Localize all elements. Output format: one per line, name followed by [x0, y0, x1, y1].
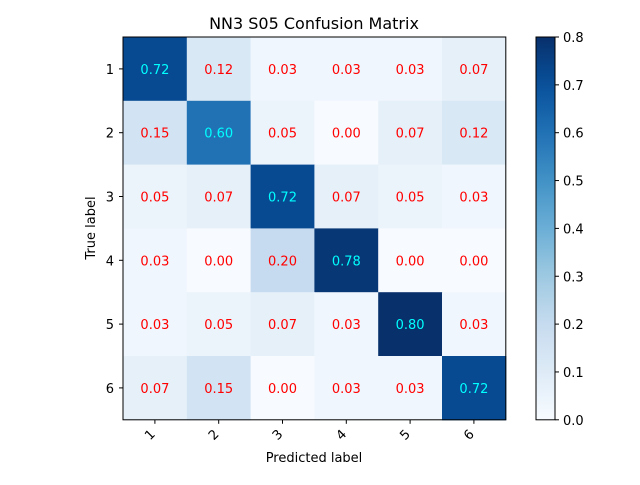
heatmap-cell	[186, 228, 252, 293]
cell-value-label: 0.03	[332, 318, 361, 333]
heatmap-cell	[314, 100, 379, 166]
colorbar-tick-label: 0.8	[563, 31, 584, 46]
cell-value-label: 0.03	[140, 254, 169, 269]
y-tick-label: 4	[106, 254, 114, 269]
heatmap-cell	[442, 228, 507, 293]
cell-value-label: 0.05	[140, 191, 169, 206]
x-axis-label: Predicted label	[266, 451, 363, 466]
cell-value-label: 0.72	[140, 63, 169, 78]
heatmap-cell	[378, 356, 443, 421]
colorbar-tick-label: 0.6	[563, 127, 584, 142]
heatmap-cell	[250, 292, 315, 357]
heatmap-cell	[250, 100, 315, 166]
chart-title: NN3 S05 Confusion Matrix	[209, 14, 419, 33]
colorbar: 0.0 0.1 0.2 0.3 0.4 0.5 0.6 0.7 0.8	[535, 31, 584, 429]
heatmap-cell	[378, 37, 443, 102]
heatmap-cell	[123, 37, 188, 102]
heatmap-cell	[314, 164, 379, 229]
cell-value-label: 0.00	[332, 127, 361, 142]
cell-value-label: 0.20	[268, 254, 297, 269]
heatmap-cell	[442, 356, 507, 421]
heatmap-cell	[186, 356, 252, 421]
y-tick-label: 5	[106, 318, 114, 333]
colorbar-tick-label: 0.5	[563, 175, 584, 190]
y-tick-label: 6	[106, 382, 114, 397]
cell-value-label: 0.07	[204, 191, 233, 206]
cell-value-label: 0.05	[396, 191, 425, 206]
cell-value-label: 0.12	[204, 63, 233, 78]
cell-value-label: 0.72	[268, 191, 297, 206]
heatmap-cell	[186, 37, 252, 102]
heatmap-cell	[123, 164, 188, 229]
heatmap-cell	[442, 37, 507, 102]
colorbar-tick-label: 0.7	[563, 79, 584, 94]
cell-value-label: 0.00	[459, 254, 488, 269]
cell-value-label: 0.03	[459, 191, 488, 206]
heatmap-cell	[123, 228, 188, 293]
cell-value-label: 0.03	[396, 63, 425, 78]
cell-value-label: 0.80	[396, 318, 425, 333]
heatmap-cell	[250, 356, 315, 421]
cell-value-label: 0.15	[140, 127, 169, 142]
heatmap-cell	[123, 100, 188, 166]
cell-value-label: 0.03	[268, 63, 297, 78]
heatmap-cell	[123, 356, 188, 421]
heatmap-cell	[186, 100, 252, 166]
y-tick-label: 1	[106, 63, 114, 78]
heatmap-cell	[378, 228, 443, 293]
heatmap-cell	[442, 164, 507, 229]
heatmap-cell	[186, 164, 252, 229]
colorbar-tick-label: 0.2	[563, 318, 584, 333]
cell-value-label: 0.03	[396, 382, 425, 397]
heatmap-cell	[314, 228, 379, 293]
y-tick-label: 3	[106, 191, 114, 206]
cell-value-label: 0.03	[140, 318, 169, 333]
heatmap-cell	[250, 228, 315, 293]
heatmap-cell	[378, 164, 443, 229]
cell-value-label: 0.12	[459, 127, 488, 142]
cell-value-label: 0.07	[396, 127, 425, 142]
cell-value-label: 0.03	[459, 318, 488, 333]
cell-value-label: 0.00	[268, 382, 297, 397]
cell-value-label: 0.00	[396, 254, 425, 269]
colorbar-tick-label: 0.4	[563, 222, 584, 237]
colorbar-tick-label: 0.3	[563, 270, 584, 285]
colorbar-tick-label: 0.1	[563, 366, 584, 381]
cell-value-label: 0.05	[268, 127, 297, 142]
heatmap-cell	[250, 37, 315, 102]
cell-value-label: 0.00	[204, 254, 233, 269]
colorbar-gradient	[535, 36, 556, 421]
cell-value-label: 0.03	[332, 63, 361, 78]
heatmap-cells	[123, 37, 507, 421]
heatmap-cell	[378, 292, 443, 357]
y-axis-label: True label	[84, 196, 99, 260]
plot-frame	[122, 36, 507, 421]
heatmap-cell	[314, 37, 379, 102]
y-tick-label: 2	[106, 127, 114, 142]
cell-value-label: 0.05	[204, 318, 233, 333]
cell-value-label: 0.07	[332, 191, 361, 206]
heatmap-cell	[250, 164, 315, 229]
colorbar-tick-label: 0.0	[563, 414, 584, 429]
heatmap-cell	[123, 292, 188, 357]
cell-value-label: 0.07	[459, 63, 488, 78]
heatmap-cell	[314, 292, 379, 357]
cell-annotations: 0.72 0.12 0.03 0.03 0.03 0.07 0.15 0.60 0.05 0.00…	[140, 63, 488, 397]
heatmap-cell	[314, 356, 379, 421]
cell-value-label: 0.60	[204, 127, 233, 142]
cell-value-label: 0.07	[140, 382, 169, 397]
heatmap-cell	[442, 100, 507, 166]
cell-value-label: 0.07	[268, 318, 297, 333]
cell-value-label: 0.03	[332, 382, 361, 397]
cell-value-label: 0.15	[204, 382, 233, 397]
cell-value-label: 0.72	[459, 382, 488, 397]
cell-value-label: 0.78	[332, 254, 361, 269]
heatmap-cell	[442, 292, 507, 357]
heatmap-cell	[378, 100, 443, 166]
heatmap-cell	[186, 292, 252, 357]
